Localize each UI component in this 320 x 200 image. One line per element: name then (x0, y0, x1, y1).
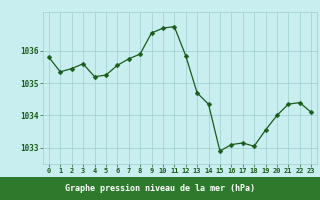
Text: Graphe pression niveau de la mer (hPa): Graphe pression niveau de la mer (hPa) (65, 184, 255, 193)
